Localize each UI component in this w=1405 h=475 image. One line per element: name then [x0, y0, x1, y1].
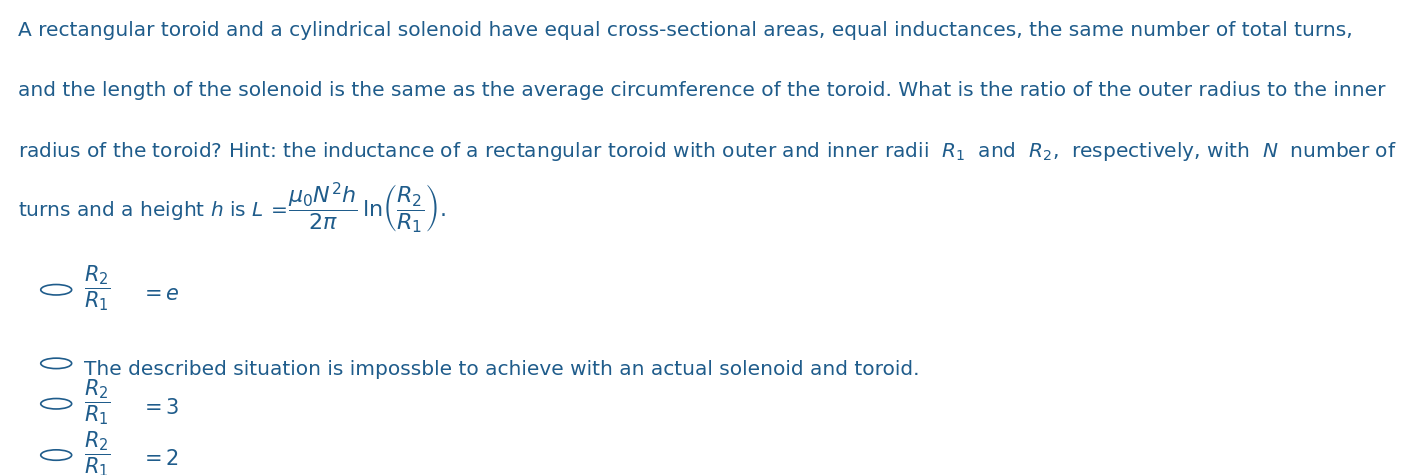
Text: $= 3$: $= 3$	[140, 398, 180, 418]
Text: $= 2$: $= 2$	[140, 449, 180, 469]
Text: $\dfrac{R_2}{R_1}$: $\dfrac{R_2}{R_1}$	[84, 264, 111, 314]
Text: $= e$: $= e$	[140, 284, 180, 304]
Text: $\dfrac{R_2}{R_1}$: $\dfrac{R_2}{R_1}$	[84, 378, 111, 428]
Text: $\dfrac{R_2}{R_1}$: $\dfrac{R_2}{R_1}$	[84, 429, 111, 475]
Text: A rectangular toroid and a cylindrical solenoid have equal cross-sectional areas: A rectangular toroid and a cylindrical s…	[18, 21, 1353, 40]
Text: The described situation is impossble to achieve with an actual solenoid and toro: The described situation is impossble to …	[84, 360, 920, 379]
Text: turns and a height $h$ is $L\, =$: turns and a height $h$ is $L\, =$	[18, 199, 287, 222]
Text: $\dfrac{\mu_0 N^2 h}{2\pi}\,\ln\!\left(\dfrac{R_2}{R_1}\right).$: $\dfrac{\mu_0 N^2 h}{2\pi}\,\ln\!\left(\…	[288, 180, 445, 236]
Text: and the length of the solenoid is the same as the average circumference of the t: and the length of the solenoid is the sa…	[18, 81, 1385, 100]
Text: radius of the toroid? Hint: the inductance of a rectangular toroid with outer an: radius of the toroid? Hint: the inductan…	[18, 140, 1397, 163]
